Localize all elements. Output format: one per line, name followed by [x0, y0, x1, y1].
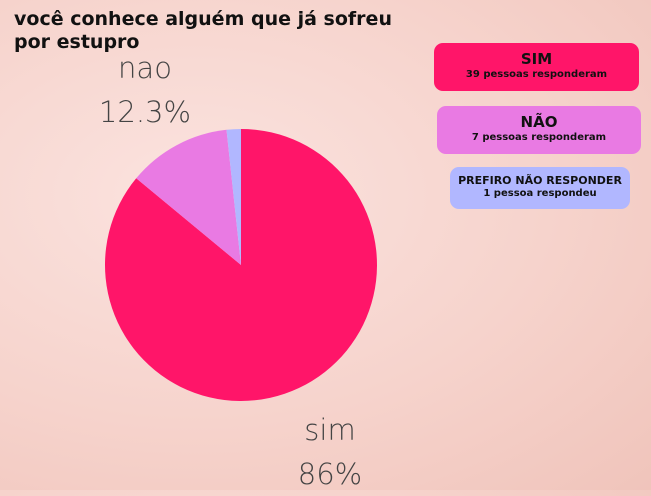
pie-slice-prefiro	[226, 129, 241, 265]
legend-sim-title: SIM	[520, 50, 553, 68]
chart-title: você conhece alguém que já sofreu por es…	[14, 8, 392, 53]
legend-item-sim: SIM 39 pessoas responderam	[434, 43, 639, 91]
legend-nao-count: 7 pessoas responderam	[471, 132, 607, 143]
pie-slice-sim	[104, 129, 377, 401]
legend-prefiro-title: PREFIRO NÃO RESPONDER	[458, 174, 622, 187]
slice-label-nao-name: nao	[118, 51, 172, 85]
legend-item-prefiro: PREFIRO NÃO RESPONDER 1 pessoa respondeu	[450, 167, 630, 209]
slice-label-nao-percent: 12.3%	[98, 95, 192, 129]
slice-label-sim-percent: 86%	[297, 457, 363, 491]
slice-label-nao: nao 12.3%	[90, 46, 200, 134]
legend-sim-count: 39 pessoas responderam	[465, 69, 608, 80]
pie-slice-nao	[136, 129, 241, 265]
legend-nao-title: NÃO	[520, 113, 558, 131]
slice-label-sim: sim 86%	[270, 408, 390, 496]
legend-prefiro-count: 1 pessoa respondeu	[483, 188, 597, 199]
legend-item-nao: NÃO 7 pessoas responderam	[437, 106, 641, 154]
slice-label-sim-name: sim	[304, 413, 356, 447]
